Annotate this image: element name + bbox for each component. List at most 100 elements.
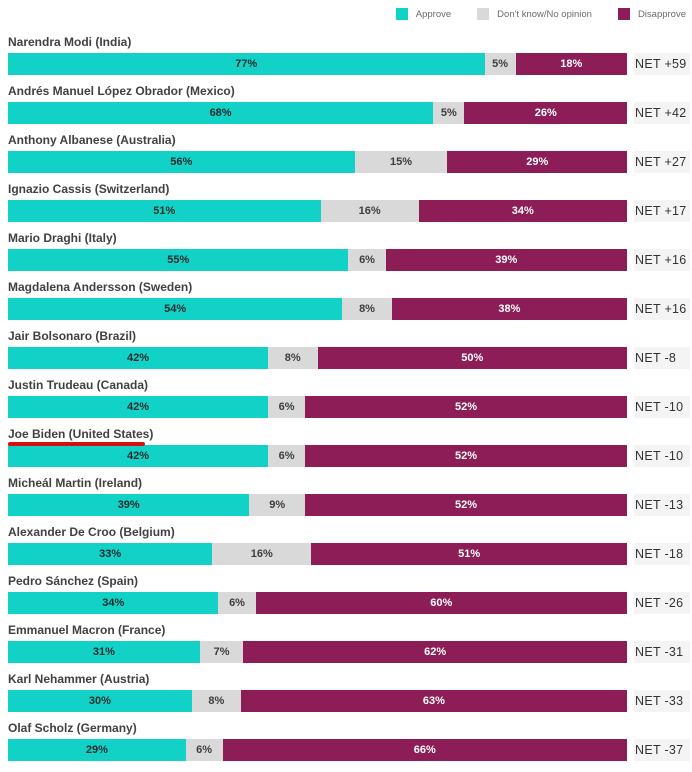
leader-row-cassis: Ignazio Cassis (Switzerland) 51% 16% 34%…: [8, 180, 690, 222]
legend-approve-label: Approve: [415, 8, 452, 20]
legend-item-approve: Approve: [395, 8, 452, 20]
disapprove-segment: 60%: [255, 592, 627, 614]
stacked-bar: 39% 9% 52%: [8, 494, 627, 516]
legend-item-disapprove: Disapprove: [617, 8, 686, 20]
disapprove-segment: 50%: [317, 347, 627, 369]
dont-know-segment: 6%: [218, 592, 256, 614]
disapprove-value: 60%: [430, 597, 453, 609]
stacked-bar: 33% 16% 51%: [8, 543, 627, 565]
dont-know-segment: 8%: [191, 690, 241, 712]
leader-label: Pedro Sánchez (Spain): [8, 574, 139, 588]
net-label: NET +16: [634, 298, 690, 320]
disapprove-value: 63%: [422, 695, 445, 707]
dont-know-segment: 8%: [342, 298, 392, 320]
dont-know-segment: 9%: [249, 494, 306, 516]
net-label: NET -33: [634, 690, 690, 712]
disapprove-value: 66%: [413, 744, 436, 756]
leader-row-bolsonaro: Jair Bolsonaro (Brazil) 42% 8% 50% NET -…: [8, 327, 690, 369]
stacked-bar: 29% 6% 66%: [8, 739, 627, 761]
approve-value: 33%: [99, 548, 122, 560]
leader-label: Jair Bolsonaro (Brazil): [8, 329, 137, 343]
approve-segment: 56%: [8, 151, 355, 173]
dont-know-value: 8%: [284, 352, 301, 364]
dont-know-value: 9%: [269, 499, 286, 511]
approve-segment: 30%: [8, 690, 192, 712]
net-label: NET -8: [634, 347, 690, 369]
approve-segment: 42%: [8, 347, 268, 369]
leader-row-scholz: Olaf Scholz (Germany) 29% 6% 66% NET -37: [8, 719, 690, 761]
approve-value: 42%: [126, 450, 149, 462]
stacked-bar: 56% 15% 29%: [8, 151, 627, 173]
leader-label: Emmanuel Macron (France): [8, 623, 166, 637]
dont-know-value: 6%: [229, 597, 245, 609]
disapprove-value: 38%: [498, 303, 521, 315]
net-label: NET +59: [634, 53, 690, 75]
disapprove-value: 34%: [511, 205, 534, 217]
dont-know-value: 6%: [278, 401, 295, 413]
approve-value: 29%: [85, 744, 108, 756]
stacked-bar: 77% 5% 18%: [8, 53, 627, 75]
disapprove-value: 18%: [560, 58, 583, 70]
approve-segment: 31%: [8, 641, 200, 663]
disapprove-segment: 52%: [305, 494, 627, 516]
net-label: NET -13: [634, 494, 690, 516]
leader-label: Andrés Manuel López Obrador (Mexico): [8, 84, 235, 98]
disapprove-segment: 29%: [447, 151, 627, 173]
approve-segment: 54%: [8, 298, 343, 320]
dont-know-segment: 5%: [484, 53, 516, 75]
stacked-bar: 42% 6% 52%: [8, 396, 627, 418]
stacked-bar: 54% 8% 38%: [8, 298, 627, 320]
legend-item-dont-know: Don't know/No opinion: [477, 8, 592, 20]
approve-swatch-icon: [395, 8, 408, 20]
disapprove-segment: 38%: [391, 298, 627, 320]
leader-row-nehammer: Karl Nehammer (Austria) 30% 8% 63% NET -…: [8, 670, 690, 712]
leader-label: Narendra Modi (India): [8, 35, 132, 49]
dont-know-segment: 6%: [267, 396, 306, 418]
net-label: NET -18: [634, 543, 690, 565]
net-label: NET -10: [634, 396, 690, 418]
disapprove-segment: 34%: [418, 200, 627, 222]
approve-segment: 51%: [8, 200, 321, 222]
approve-segment: 68%: [8, 102, 434, 124]
dont-know-value: 6%: [359, 254, 375, 266]
dont-know-segment: 6%: [185, 739, 223, 761]
net-label: NET +27: [634, 151, 690, 173]
disapprove-value: 62%: [424, 646, 447, 658]
net-label: NET +16: [634, 249, 690, 271]
approve-value: 51%: [153, 205, 176, 217]
leader-label: Joe Biden (United States): [8, 427, 153, 446]
disapprove-value: 39%: [495, 254, 518, 266]
disapprove-segment: 51%: [311, 543, 627, 565]
leader-row-obrador: Andrés Manuel López Obrador (Mexico) 68%…: [8, 82, 690, 124]
stacked-bar: 68% 5% 26%: [8, 102, 627, 124]
leader-row-sanchez: Pedro Sánchez (Spain) 34% 6% 60% NET -26: [8, 572, 690, 614]
dont-know-segment: 16%: [320, 200, 419, 222]
dont-know-segment: 6%: [348, 249, 386, 271]
leader-row-macron: Emmanuel Macron (France) 31% 7% 62% NET …: [8, 621, 690, 663]
dont-know-swatch-icon: [477, 8, 490, 20]
disapprove-value: 50%: [461, 352, 484, 364]
approve-value: 77%: [235, 58, 258, 70]
leader-row-modi: Narendra Modi (India) 77% 5% 18% NET +59: [8, 33, 690, 75]
approve-value: 56%: [170, 156, 193, 168]
leader-label: Magdalena Andersson (Sweden): [8, 280, 193, 294]
dont-know-value: 6%: [278, 450, 295, 462]
disapprove-value: 52%: [455, 401, 478, 413]
dont-know-segment: 16%: [212, 543, 312, 565]
stacked-bar: 31% 7% 62%: [8, 641, 627, 663]
stacked-bar: 42% 6% 52%: [8, 445, 627, 467]
dont-know-value: 5%: [440, 107, 457, 119]
approve-segment: 77%: [8, 53, 485, 75]
legend-disapprove-label: Disapprove: [637, 8, 686, 20]
leader-label: Justin Trudeau (Canada): [8, 378, 149, 392]
leader-label: Anthony Albanese (Australia): [8, 133, 176, 147]
approve-value: 55%: [167, 254, 190, 266]
approve-segment: 29%: [8, 739, 186, 761]
leader-label: Olaf Scholz (Germany): [8, 721, 137, 735]
legend: Approve Don't know/No opinion Disapprove: [8, 8, 690, 20]
stacked-bar: 34% 6% 60%: [8, 592, 627, 614]
stacked-bar: 55% 6% 39%: [8, 249, 627, 271]
approve-value: 68%: [209, 107, 232, 119]
net-label: NET -31: [634, 641, 690, 663]
